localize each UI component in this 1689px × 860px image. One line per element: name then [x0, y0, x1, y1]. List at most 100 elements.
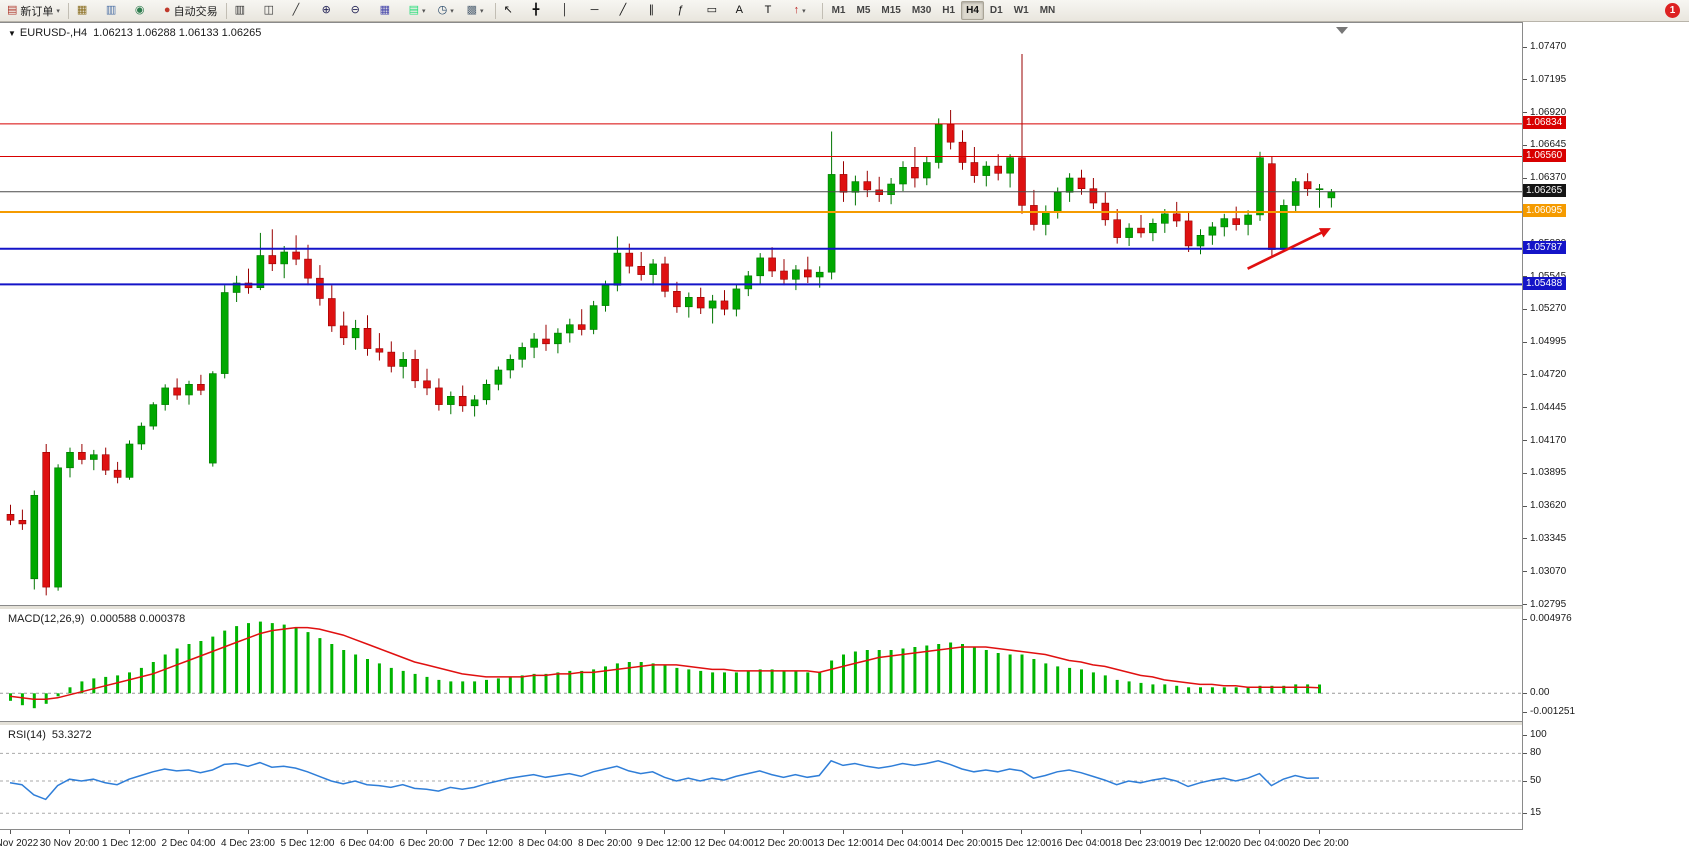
- chevron-down-icon: ▾: [421, 7, 426, 15]
- time-label: 1 Dec 12:00: [102, 838, 156, 849]
- new-chart-icon: ▤: [408, 4, 419, 16]
- price-chart-canvas[interactable]: [0, 23, 1522, 605]
- market-watch-button[interactable]: ◉: [131, 0, 159, 21]
- time-label: 8 Dec 04:00: [518, 838, 573, 849]
- time-tick: [1021, 830, 1022, 834]
- vertical-line-button[interactable]: │: [558, 0, 586, 21]
- charts-button[interactable]: ▦: [73, 0, 101, 21]
- price-tick: [1523, 440, 1527, 441]
- auto-trading-button[interactable]: ● 自动交易: [160, 0, 222, 21]
- price-tick-label: 1.06645: [1530, 139, 1567, 151]
- macd-tick: [1523, 712, 1527, 713]
- timeframe-h1-button[interactable]: H1: [942, 5, 956, 16]
- price-tick-label: 1.03070: [1530, 565, 1567, 577]
- timeframe-mn-button[interactable]: MN: [1039, 5, 1056, 16]
- timeframe-m1-button[interactable]: M1: [831, 5, 846, 16]
- rsi-title: RSI(14) 53.3272: [8, 729, 92, 741]
- time-tick: [783, 830, 784, 834]
- profiles-button[interactable]: ▥: [102, 0, 130, 21]
- new-order-icon: ▤: [7, 4, 18, 16]
- timeframe-m5-button[interactable]: M5: [856, 5, 871, 16]
- chart-ohlc-values: 1.06213 1.06288 1.06133 1.06265: [93, 27, 262, 39]
- bar-chart-button[interactable]: ▥: [231, 0, 259, 21]
- horizontal-line-button[interactable]: ─: [587, 0, 615, 21]
- one-click-trading-toggle[interactable]: ▼: [8, 29, 16, 38]
- zoom-in-button[interactable]: ⊕: [318, 0, 346, 21]
- time-tick: [367, 830, 368, 834]
- time-label: 8 Dec 20:00: [578, 838, 632, 849]
- price-tick: [1523, 309, 1527, 310]
- bar-chart-icon: ▥: [234, 4, 245, 16]
- new-chart-button[interactable]: ▤ ▾: [405, 0, 433, 21]
- chart-shift-marker[interactable]: [1336, 27, 1348, 34]
- auto-trading-icon: ●: [163, 4, 171, 16]
- candlestick-chart-button[interactable]: ◫: [260, 0, 288, 21]
- notification-badge[interactable]: 1: [1665, 3, 1680, 18]
- time-label: 5 Dec 12:00: [280, 838, 335, 849]
- panel-divider[interactable]: [0, 606, 1689, 609]
- timeframe-w1-button[interactable]: W1: [1013, 5, 1029, 16]
- axis-separator: [1522, 22, 1523, 830]
- candlestick-icon: ◫: [263, 4, 274, 16]
- timeframe-m30-button[interactable]: M30: [911, 5, 932, 16]
- chart-title: ▼ EURUSD-,H4 1.06213 1.06288 1.06133 1.062…: [8, 27, 261, 39]
- time-label: 12 Dec 04:00: [694, 838, 754, 849]
- channel-icon: ∥: [648, 4, 655, 16]
- time-tick: [843, 830, 844, 834]
- templates-button[interactable]: ▩ ▾: [463, 0, 491, 21]
- toolbar-separator: [821, 2, 823, 19]
- price-line-label: 1.06560: [1523, 149, 1567, 163]
- label-button[interactable]: T: [761, 0, 789, 21]
- macd-tick: [1523, 693, 1527, 694]
- channel-button[interactable]: ∥: [645, 0, 673, 21]
- time-tick: [248, 830, 249, 834]
- macd-values: 0.000588 0.000378: [90, 613, 186, 625]
- price-tick-label: 1.04995: [1530, 336, 1567, 348]
- arrows-button[interactable]: ↑ ▾: [790, 0, 818, 21]
- timeframe-d1-button[interactable]: D1: [989, 5, 1003, 16]
- new-order-button[interactable]: ▤ 新订单 ▾: [3, 0, 64, 21]
- arrow-object[interactable]: [1247, 228, 1331, 270]
- fibonacci-button[interactable]: ƒ: [674, 0, 702, 21]
- time-label: 14 Dec 04:00: [872, 838, 933, 849]
- rsi-axis-label: 100: [1530, 729, 1547, 740]
- shapes-button[interactable]: ▭: [703, 0, 731, 21]
- macd-axis-label: -0.001251: [1530, 706, 1576, 717]
- tile-windows-button[interactable]: ▦: [376, 0, 404, 21]
- fibonacci-icon: ƒ: [677, 4, 684, 16]
- rsi-axis-label: 15: [1530, 807, 1542, 819]
- macd-canvas[interactable]: [0, 609, 1522, 721]
- price-line-label: 1.05488: [1523, 276, 1567, 290]
- price-tick-label: 1.03895: [1530, 467, 1567, 479]
- trendline-button[interactable]: ╱: [616, 0, 644, 21]
- periods-button[interactable]: ◷ ▾: [434, 0, 462, 21]
- vertical-line-icon: │: [561, 4, 569, 16]
- chevron-down-icon: ▾: [450, 7, 454, 15]
- rsi-axis-label: 80: [1530, 747, 1542, 759]
- market-watch-icon: ◉: [134, 4, 145, 16]
- price-tick: [1523, 79, 1527, 80]
- timeframe-h4-button[interactable]: H4: [961, 1, 984, 20]
- price-tick: [1523, 276, 1527, 277]
- auto-trading-button-label: 自动交易: [173, 5, 218, 18]
- chart-window-icon: ▦: [76, 4, 88, 16]
- cursor-button[interactable]: ↖: [500, 0, 528, 21]
- toolbar-separator: [225, 2, 227, 19]
- price-tick-label: 1.04170: [1530, 434, 1567, 446]
- rsi-canvas[interactable]: [0, 725, 1522, 829]
- panel-divider[interactable]: [0, 722, 1689, 725]
- profiles-icon: ▥: [105, 4, 117, 16]
- timeframe-m15-button[interactable]: M15: [881, 5, 901, 16]
- text-button[interactable]: A: [732, 0, 760, 21]
- time-tick: [605, 830, 606, 834]
- price-axis[interactable]: 1.07470 1.07195 1.06920 1.06645 1.06370 1.060…: [1523, 22, 1689, 830]
- line-chart-button[interactable]: ╱: [289, 0, 317, 21]
- time-label: 30 Nov 2022: [0, 838, 39, 849]
- zoom-out-button[interactable]: ⊖: [347, 0, 375, 21]
- crosshair-button[interactable]: ╋: [529, 0, 557, 21]
- time-label: 4 Dec 23:00: [221, 838, 275, 849]
- price-tick-label: 1.05545: [1530, 271, 1566, 282]
- chevron-down-icon: ▾: [56, 7, 60, 15]
- horizontal-line-objects[interactable]: [0, 123, 1522, 286]
